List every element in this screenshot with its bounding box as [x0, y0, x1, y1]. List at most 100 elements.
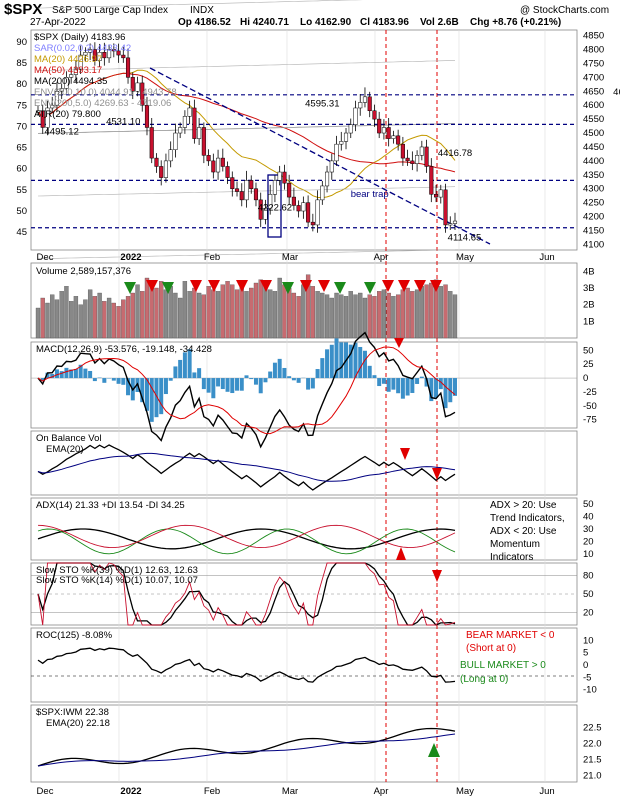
- volume-bar: [358, 292, 363, 339]
- macd-hist-bar: [239, 378, 244, 391]
- ohlc-open: Op 4186.52: [178, 17, 231, 28]
- volume-bar: [310, 286, 315, 339]
- macd-hist-bar: [182, 352, 187, 379]
- x-tick-label-bottom: May: [456, 786, 474, 797]
- macd-hist-bar: [187, 349, 192, 379]
- candle-body: [35, 110, 41, 113]
- candle-body: [296, 205, 301, 212]
- macd-hist-bar: [88, 370, 93, 379]
- x-tick-label-top: Mar: [282, 252, 298, 263]
- sto-14-line: [37, 562, 456, 626]
- ohlc-close: Cl 4183.96: [360, 17, 409, 28]
- volume-bar: [386, 292, 391, 339]
- candle-body: [405, 157, 410, 162]
- candle-body: [187, 107, 192, 117]
- volume-bar: [286, 287, 292, 339]
- macd-hist-bar: [92, 378, 97, 382]
- ratio-yaxis: 22.5 22.0 21.5 21.0: [583, 722, 602, 781]
- macd-hist-bar: [415, 378, 420, 384]
- volume-down-arrow-green: [334, 282, 346, 294]
- price-tick-right: 4200: [583, 212, 604, 223]
- candle-body: [372, 110, 377, 120]
- macd-hist-bar: [348, 344, 353, 379]
- rsi-tick-left: 65: [16, 143, 27, 154]
- candle-body: [121, 54, 126, 59]
- macd-hist-bar: [429, 378, 434, 402]
- roc-tick: 0: [583, 660, 588, 671]
- macd-hist-bar: [424, 378, 429, 387]
- volume-bar: [244, 291, 249, 339]
- macd-hist-bar: [310, 378, 315, 389]
- candle-body: [386, 127, 391, 139]
- volume-bar: [187, 291, 192, 339]
- price-tick-right: 4100: [583, 239, 604, 250]
- macd-hist-bar: [339, 342, 344, 379]
- volume-bar: [395, 294, 401, 339]
- volume-bar: [239, 286, 244, 339]
- volume-bar: [362, 297, 368, 339]
- price-panel-frame: [30, 29, 578, 251]
- macd-hist-bar: [211, 378, 216, 399]
- macd-hist-bar: [149, 378, 154, 422]
- candle-body: [429, 166, 434, 195]
- candle-body: [424, 146, 429, 167]
- x-tick-label-bottom: Apr: [374, 786, 389, 797]
- roc-bear-note: BEAR MARKET < 0: [466, 630, 555, 641]
- ratio-line: [37, 727, 456, 767]
- sto-title: Slow STO %K(39) %D(1) 12.63, 12.63: [36, 565, 198, 576]
- candle-body: [220, 157, 225, 167]
- rsi-tick-left: 60: [16, 164, 27, 175]
- macd-hist-bar: [83, 368, 88, 379]
- candle-body: [125, 57, 131, 78]
- roc-line: [37, 647, 456, 683]
- adx-note-line-3: ADX < 20: Use: [490, 526, 557, 537]
- macd-tick: -50: [583, 401, 597, 412]
- macd-hist-bar: [78, 364, 83, 379]
- volume-down-arrow-red: [190, 280, 202, 292]
- candle-body: [306, 202, 311, 223]
- volume-panel: 1B 2B 3B 4B Volume 2,589,157,376: [35, 266, 595, 339]
- volume-bar: [173, 292, 178, 339]
- adx-title: ADX(14) 21.33 +DI 13.54 -DI 34.25: [36, 500, 185, 511]
- candle-body: [438, 189, 443, 198]
- panel-frames: [30, 29, 578, 783]
- bear-trap-box: [267, 174, 282, 238]
- macd-panel-frame: [30, 341, 578, 429]
- volume-bar: [315, 291, 320, 339]
- candle-body: [239, 191, 244, 201]
- adx-tick: 20: [583, 536, 594, 547]
- roc-tick: -5: [583, 672, 591, 683]
- macd-hist-bar: [163, 378, 168, 395]
- adx-tick: 50: [583, 499, 594, 510]
- candle-body: [111, 49, 116, 52]
- macd-hist-bar: [315, 369, 320, 379]
- macd-hist-bar: [405, 378, 410, 396]
- price-envelopes: [37, 0, 456, 259]
- candle-body: [263, 207, 268, 220]
- macd-hist-bar: [268, 371, 273, 379]
- macd-hist-bar: [159, 378, 164, 415]
- price-legend-entry: SAR(0.02,0.2) 4433.42: [34, 43, 131, 54]
- volume-bar: [249, 287, 254, 339]
- adx-note-line-4: Momentum: [490, 539, 540, 550]
- price-legend-entry: MA(50) 4393.17: [34, 65, 102, 76]
- sto-tick: 80: [583, 570, 594, 581]
- adx-note: ADX > 20: Use Trend Indicators, ADX < 20…: [490, 500, 565, 563]
- volume-bar: [348, 291, 353, 339]
- price-tick-right: 4700: [583, 72, 604, 83]
- volume-bar: [234, 289, 240, 339]
- candle-body: [135, 82, 140, 92]
- ma50-line: [37, 72, 456, 173]
- macd-hist-bar: [50, 373, 55, 379]
- macd-tick: 0: [583, 373, 588, 384]
- macd-hist-bar: [45, 372, 50, 379]
- volume-bar: [111, 302, 116, 339]
- volume-bar: [272, 291, 278, 339]
- ma200-line: [37, 123, 456, 134]
- candle-body: [325, 171, 330, 187]
- candle-body: [73, 68, 78, 75]
- chart-exchange: INDX: [190, 5, 214, 16]
- x-tick-label-top: Feb: [204, 252, 220, 263]
